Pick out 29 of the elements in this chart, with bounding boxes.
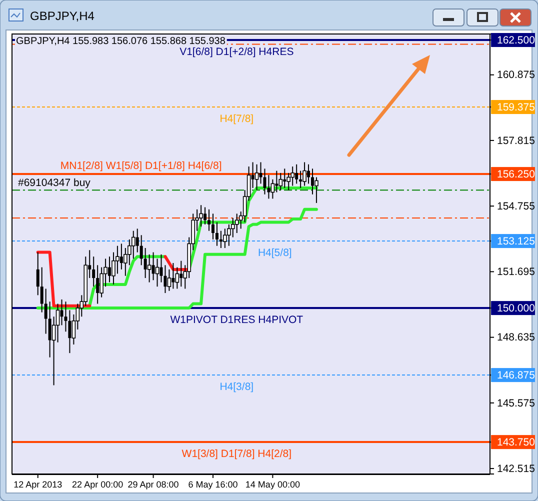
y-tick-label: 160.875 xyxy=(497,69,536,82)
y-tick-label: 153.125 xyxy=(497,235,536,248)
chart-subtitle: GBPJPY,H4 155.983 156.076 155.868 155.938 xyxy=(16,36,226,47)
ref-line-label: H4[5/8] xyxy=(258,247,292,260)
y-tick-label: 156.250 xyxy=(497,168,536,180)
ref-line-label: H4[3/8] xyxy=(220,381,254,394)
y-tick-label: 146.875 xyxy=(497,369,536,382)
ref-line-label: #69104347 buy xyxy=(18,177,92,190)
y-tick-label: 159.375 xyxy=(497,101,536,114)
y-tick-label: 157.815 xyxy=(497,134,536,147)
ref-line-label: W1PIVOT D1RES H4PIVOT xyxy=(170,314,304,326)
x-tick-label: 6 May 16:00 xyxy=(188,479,238,490)
chart-title: GBPJPY,H4 xyxy=(30,9,95,23)
x-tick-label: 22 Apr 00:00 xyxy=(72,479,124,490)
x-tick-label: 29 Apr 08:00 xyxy=(128,479,179,490)
ref-line-label: V1[6/8] D1[+2/8] H4RES xyxy=(180,46,294,58)
ref-line-label: H4[7/8] xyxy=(220,113,254,126)
ref-line-label: W1[3/8] D1[7/8] H4[2/8] xyxy=(182,448,292,460)
x-tick-label: 12 Apr 2013 xyxy=(14,479,62,490)
y-tick-label: 143.750 xyxy=(497,436,536,448)
y-tick-label: 151.695 xyxy=(497,266,536,278)
y-tick-label: 162.500 xyxy=(497,34,536,46)
y-tick-label: 142.515 xyxy=(497,462,536,475)
y-tick-label: 145.575 xyxy=(497,397,536,410)
ref-line-label: MN1[2/8] W1[5/8] D1[+1/8] H4[6/8] xyxy=(60,160,222,172)
y-tick-label: 148.635 xyxy=(497,332,536,344)
x-tick-label: 14 May 00:00 xyxy=(245,479,300,490)
y-tick-label: 154.755 xyxy=(497,200,536,212)
y-tick-label: 150.000 xyxy=(497,302,536,314)
